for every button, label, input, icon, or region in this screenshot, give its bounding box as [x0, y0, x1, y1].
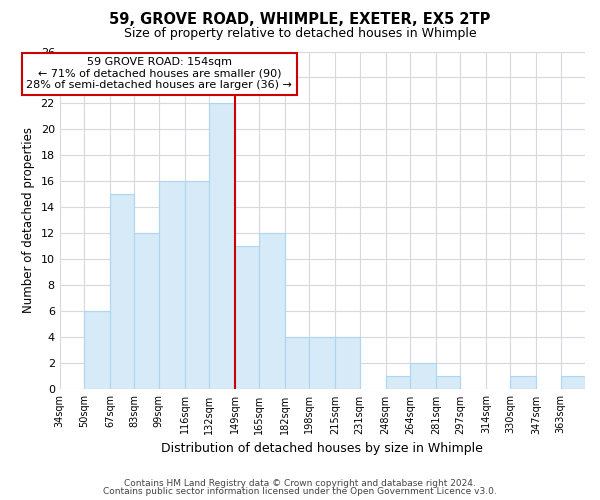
Text: Size of property relative to detached houses in Whimple: Size of property relative to detached ho… — [124, 28, 476, 40]
Bar — [410, 364, 436, 390]
Text: 59 GROVE ROAD: 154sqm
← 71% of detached houses are smaller (90)
28% of semi-deta: 59 GROVE ROAD: 154sqm ← 71% of detached … — [26, 57, 292, 90]
Bar — [335, 338, 359, 390]
Bar — [436, 376, 460, 390]
Y-axis label: Number of detached properties: Number of detached properties — [22, 128, 35, 314]
Bar — [134, 234, 158, 390]
Bar — [235, 246, 259, 390]
Bar — [310, 338, 335, 390]
Bar — [259, 234, 285, 390]
X-axis label: Distribution of detached houses by size in Whimple: Distribution of detached houses by size … — [161, 442, 483, 455]
Text: 59, GROVE ROAD, WHIMPLE, EXETER, EX5 2TP: 59, GROVE ROAD, WHIMPLE, EXETER, EX5 2TP — [109, 12, 491, 28]
Bar — [285, 338, 310, 390]
Bar — [185, 182, 209, 390]
Bar — [560, 376, 585, 390]
Bar — [158, 182, 185, 390]
Bar — [84, 312, 110, 390]
Text: Contains HM Land Registry data © Crown copyright and database right 2024.: Contains HM Land Registry data © Crown c… — [124, 478, 476, 488]
Bar — [209, 104, 235, 390]
Bar — [511, 376, 536, 390]
Text: Contains public sector information licensed under the Open Government Licence v3: Contains public sector information licen… — [103, 487, 497, 496]
Bar — [386, 376, 410, 390]
Bar — [110, 194, 134, 390]
